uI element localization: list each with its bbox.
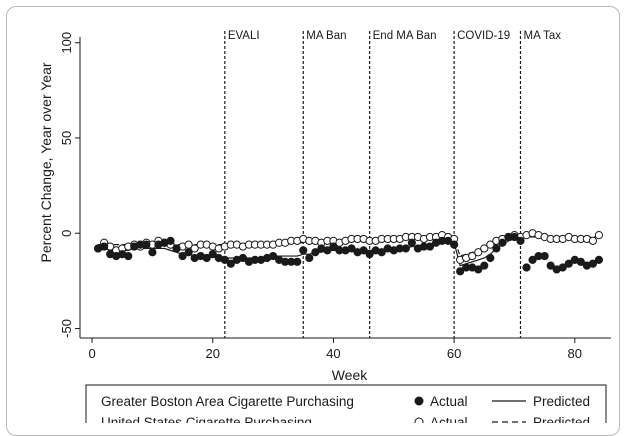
boston-actual-point <box>311 248 320 257</box>
boston-actual-point <box>100 242 109 251</box>
boston-actual-point <box>365 250 374 259</box>
us-actual-point <box>588 236 597 245</box>
x-tick-label: 20 <box>206 346 220 361</box>
boston-actual-point <box>142 240 151 249</box>
boston-actual-point <box>172 244 181 253</box>
boston-actual-point <box>238 253 248 263</box>
us-actual-point <box>190 244 199 253</box>
boston-actual-point <box>202 253 211 263</box>
us-actual-point <box>594 231 604 240</box>
boston-actual-point <box>401 244 410 253</box>
x-tick-label: 60 <box>447 346 461 361</box>
boston-actual-point <box>407 238 416 247</box>
x-tick-label: 80 <box>568 346 582 361</box>
legend-series-name: Greater Boston Area Cigarette Purchasing <box>101 394 354 409</box>
legend-predicted-label: Predicted <box>533 415 590 423</box>
boston-actual-point <box>558 263 567 272</box>
y-tick-label: 100 <box>59 32 74 54</box>
boston-actual-point <box>220 255 229 264</box>
y-tick-label: -50 <box>59 319 74 338</box>
boston-actual-point <box>546 261 555 270</box>
boston-actual-point <box>443 236 453 245</box>
x-tick-label: 0 <box>88 346 95 361</box>
legend-actual-label: Actual <box>430 415 468 423</box>
boston-actual-point <box>323 246 332 255</box>
boston-actual-point <box>516 236 525 245</box>
boston-actual-point <box>329 242 338 251</box>
chart-frame <box>6 6 620 436</box>
boston-actual-point <box>594 255 604 264</box>
boston-actual-point <box>293 257 302 266</box>
boston-actual-point <box>184 248 193 257</box>
boston-actual-point <box>299 246 308 255</box>
boston-actual-point <box>178 251 187 261</box>
boston-actual-point <box>564 259 573 268</box>
boston-actual-point <box>124 251 133 261</box>
boston-actual-point <box>498 238 507 247</box>
boston-actual-point <box>268 251 278 261</box>
boston-actual-point <box>226 259 235 268</box>
boston-actual-point <box>528 255 537 264</box>
legend-predicted-label: Predicted <box>533 394 590 409</box>
event-label: MA Ban <box>306 30 346 42</box>
chart-canvas: 100 50 0 -50 0 20 40 60 80 Week Percent Change, Ye… <box>38 30 611 423</box>
boston-actual-point <box>456 267 465 276</box>
boston-actual-point <box>450 240 459 249</box>
boston-actual-point <box>359 246 368 255</box>
event-label: COVID-19 <box>457 30 510 42</box>
boston-actual-point <box>474 265 483 274</box>
us-actual-point <box>468 251 477 261</box>
legend-series-name: United States Cigarette Purchasing <box>101 415 312 423</box>
boston-actual-point <box>576 257 585 266</box>
legend-box <box>85 384 607 423</box>
boston-actual-point <box>148 248 157 257</box>
boston-actual-point <box>588 259 597 268</box>
boston-actual-point <box>540 251 549 261</box>
y-axis-label: Percent Change, Year over Year <box>38 62 54 262</box>
boston-actual-point <box>347 244 356 253</box>
event-label: End MA Ban <box>373 30 437 42</box>
y-tick-label: 0 <box>59 230 74 237</box>
boston-actual-point <box>425 242 435 251</box>
boston-actual-point <box>166 236 175 245</box>
us-actual-point <box>474 248 483 257</box>
y-tick-label: 50 <box>59 131 74 145</box>
boston-actual-point <box>377 248 386 257</box>
event-label: EVALI <box>228 30 260 42</box>
us-actual-point <box>480 244 489 253</box>
boston-actual-point <box>510 232 519 242</box>
legend-actual-marker <box>414 417 424 423</box>
x-axis-label: Week <box>332 367 369 383</box>
boston-actual-point <box>208 250 217 259</box>
boston-actual-point <box>492 244 501 253</box>
us-actual-point <box>486 240 495 249</box>
boston-actual-point <box>480 261 489 270</box>
legend-actual-marker <box>414 396 424 406</box>
boston-actual-point <box>522 263 531 272</box>
x-tick-label: 40 <box>326 346 340 361</box>
event-label: MA Tax <box>523 30 561 42</box>
legend-actual-label: Actual <box>430 394 468 409</box>
boston-actual-point <box>305 253 314 263</box>
boston-actual-point <box>486 253 495 263</box>
